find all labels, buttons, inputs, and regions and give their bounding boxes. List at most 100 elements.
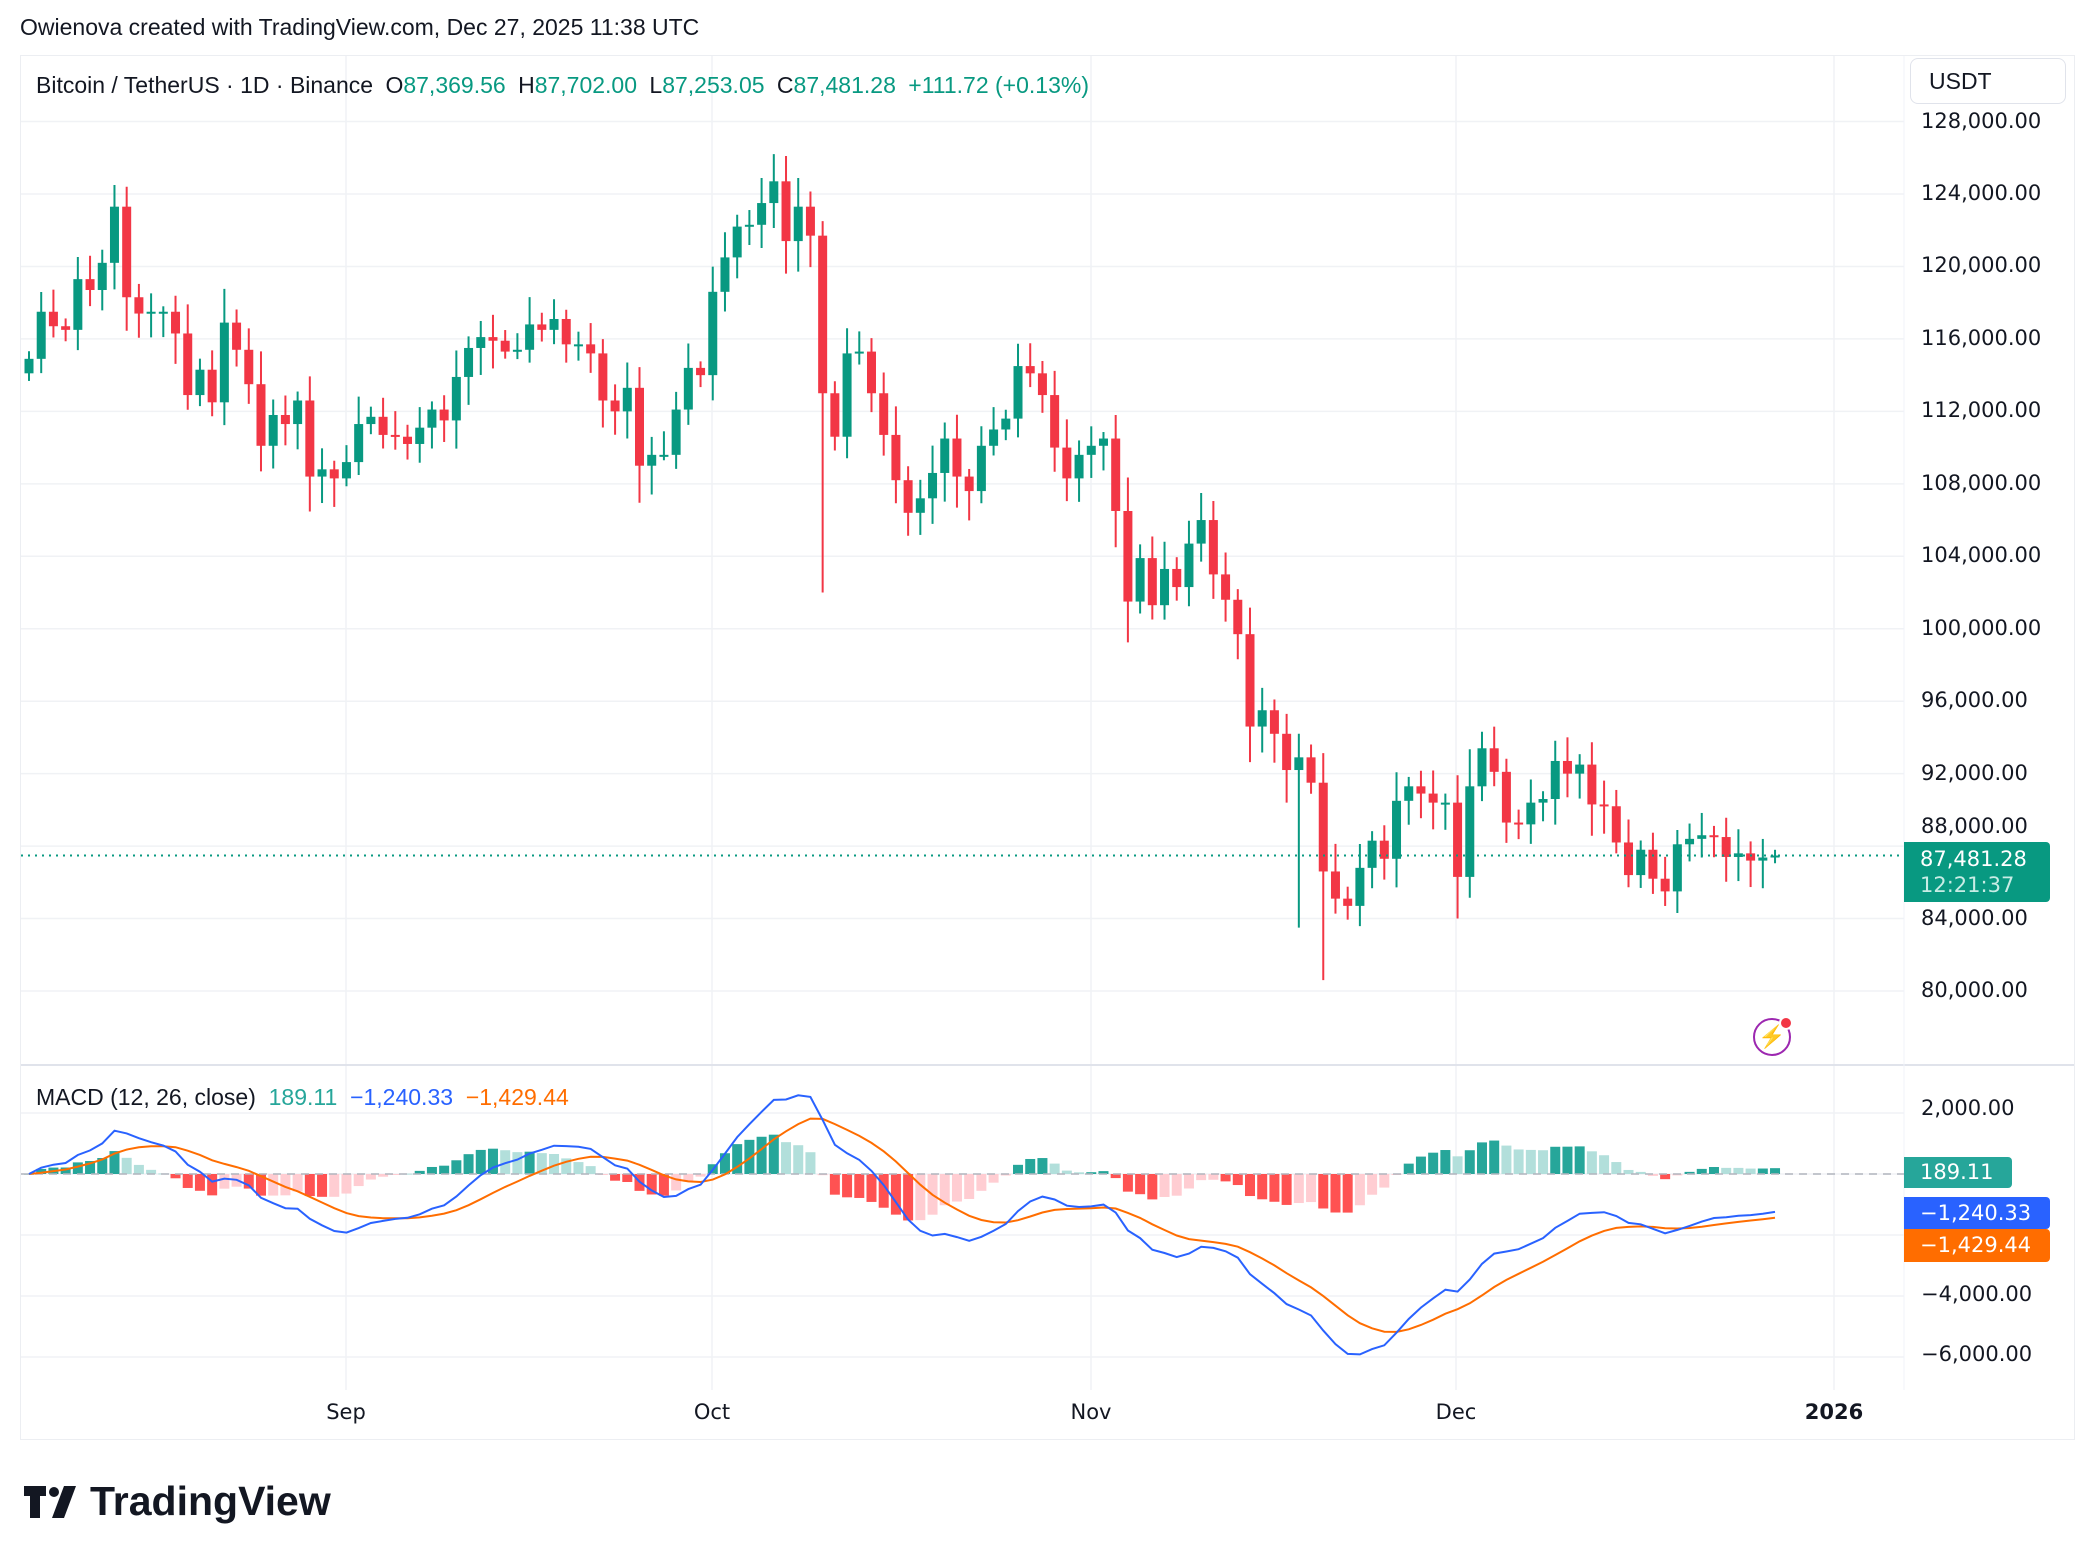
candle-body	[1086, 445, 1096, 455]
candle-body	[427, 409, 437, 428]
candle-body	[1501, 771, 1511, 823]
candle-body	[1172, 568, 1182, 588]
candle-body	[1257, 710, 1267, 727]
candle-body	[305, 400, 315, 477]
macd-histogram-bar	[768, 1134, 779, 1174]
macd-histogram-bar	[1183, 1174, 1194, 1189]
candle-body	[952, 438, 962, 477]
candle-body	[1001, 418, 1011, 430]
candle-body	[1123, 510, 1133, 602]
macd-histogram-bar	[255, 1174, 266, 1196]
lightning-icon[interactable]: ⚡	[1753, 1016, 1793, 1056]
candle-body	[1416, 786, 1426, 794]
macd-histogram-bar	[854, 1174, 865, 1198]
candle-body	[512, 349, 522, 352]
candle-body	[134, 297, 144, 314]
candle-body	[1599, 804, 1609, 807]
price-axis-label: 116,000.00	[1921, 325, 2042, 350]
candle-body	[24, 358, 34, 374]
candle-body	[195, 369, 205, 396]
price-axis-label: 96,000.00	[1921, 688, 2028, 713]
candle-body	[207, 369, 217, 403]
macd-histogram-bar	[622, 1174, 633, 1183]
macd-histogram-bar	[170, 1174, 181, 1179]
macd-histogram-bar	[1110, 1174, 1121, 1179]
macd-signal-line	[28, 1117, 1776, 1333]
macd-histogram-bar	[878, 1174, 889, 1208]
macd-histogram-bar	[1061, 1170, 1072, 1174]
macd-histogram-bar	[268, 1174, 279, 1196]
macd-histogram-bar	[1538, 1150, 1549, 1174]
macd-signal-value: −1,429.44	[465, 1084, 569, 1110]
macd-histogram-bar	[85, 1161, 96, 1174]
candle-body	[97, 262, 107, 291]
candle-body	[1746, 853, 1756, 861]
macd-histogram-bar	[109, 1151, 120, 1174]
price-axis-label: 88,000.00	[1921, 814, 2028, 838]
macd-histogram-bar	[585, 1166, 596, 1174]
tradingview-logo: TradingView	[24, 1478, 331, 1525]
candle-body	[598, 353, 608, 401]
macd-histogram-bar	[1013, 1164, 1024, 1174]
macd-histogram-bar	[1342, 1174, 1353, 1213]
macd-histogram-bar	[512, 1152, 523, 1174]
macd-histogram-bar	[683, 1174, 694, 1182]
macd-histogram-bar	[903, 1174, 914, 1221]
candle-body	[1343, 898, 1353, 906]
macd-histogram-bar	[573, 1162, 584, 1174]
candle-body	[1208, 520, 1218, 575]
macd-histogram-bar	[1330, 1174, 1341, 1213]
candle-body	[976, 445, 986, 492]
macd-histogram-bar	[549, 1153, 560, 1174]
candle-body	[610, 400, 620, 412]
macd-histogram-bar	[719, 1153, 730, 1174]
macd-histogram-bar	[133, 1164, 144, 1174]
candle-body	[1013, 366, 1023, 419]
candle-body	[1269, 710, 1279, 734]
price-axis-label: 104,000.00	[1921, 543, 2042, 568]
candle-body	[525, 324, 535, 350]
candle-body	[879, 393, 889, 435]
macd-histogram-bar	[1513, 1149, 1524, 1174]
macd-histogram-bar	[1232, 1174, 1243, 1186]
currency-button[interactable]: USDT	[1910, 58, 2066, 104]
candle-body	[378, 416, 388, 435]
candle-body	[1367, 840, 1377, 868]
macd-histogram-bar	[1049, 1163, 1060, 1174]
macd-histogram-bar	[1611, 1162, 1622, 1174]
macd-histogram-bar	[500, 1150, 511, 1174]
macd-histogram-bar	[695, 1174, 706, 1177]
macd-histogram-bar	[1562, 1146, 1573, 1174]
candle-body	[1648, 849, 1658, 879]
candle-body	[1733, 853, 1743, 857]
candle-body	[744, 224, 754, 227]
macd-histogram-bar	[1318, 1174, 1329, 1209]
candle-body	[1355, 867, 1365, 906]
macd-histogram-bar	[1770, 1168, 1781, 1174]
macd-histogram-bar	[402, 1173, 413, 1175]
macd-histogram-bar	[1367, 1174, 1378, 1195]
price-axis-label: 112,000.00	[1921, 398, 2042, 423]
time-axis-label: 2026	[1804, 1400, 1864, 1424]
macd-title[interactable]: MACD (12, 26, close)	[36, 1084, 256, 1110]
macd-histogram-bar	[36, 1168, 47, 1174]
candle-body	[891, 434, 901, 481]
candle-body	[232, 322, 242, 350]
last-price-tag: 87,481.28 12:21:37	[1904, 842, 2050, 902]
macd-histogram-bar	[658, 1174, 669, 1196]
macd-line-value: −1,240.33	[350, 1084, 454, 1110]
candle-body	[1611, 806, 1621, 843]
candle-body	[561, 318, 571, 345]
candle-body	[293, 400, 303, 425]
chart-credit: Owienova created with TradingView.com, D…	[20, 14, 700, 40]
macd-histogram-bar	[1025, 1158, 1036, 1174]
macd-histogram-bar	[451, 1160, 462, 1174]
candle-body	[171, 311, 181, 334]
macd-histogram-bar	[329, 1174, 340, 1197]
candle-body	[1770, 855, 1780, 858]
candle-body	[1330, 871, 1340, 899]
symbol-title[interactable]: Bitcoin / TetherUS · 1D · Binance	[36, 72, 374, 98]
macd-histogram-bar	[842, 1174, 853, 1198]
macd-histogram-bar	[1757, 1168, 1768, 1174]
